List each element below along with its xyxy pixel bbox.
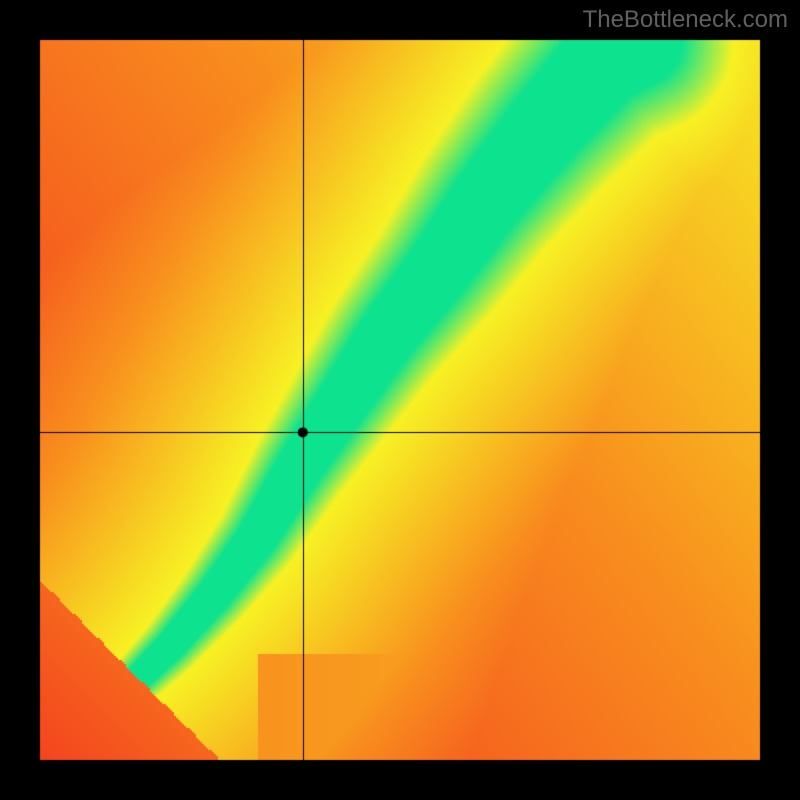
chart-container: { "watermark": { "text": "TheBottleneck.… <box>0 0 800 800</box>
watermark-text: TheBottleneck.com <box>583 6 788 34</box>
bottleneck-heatmap-canvas <box>0 0 800 800</box>
